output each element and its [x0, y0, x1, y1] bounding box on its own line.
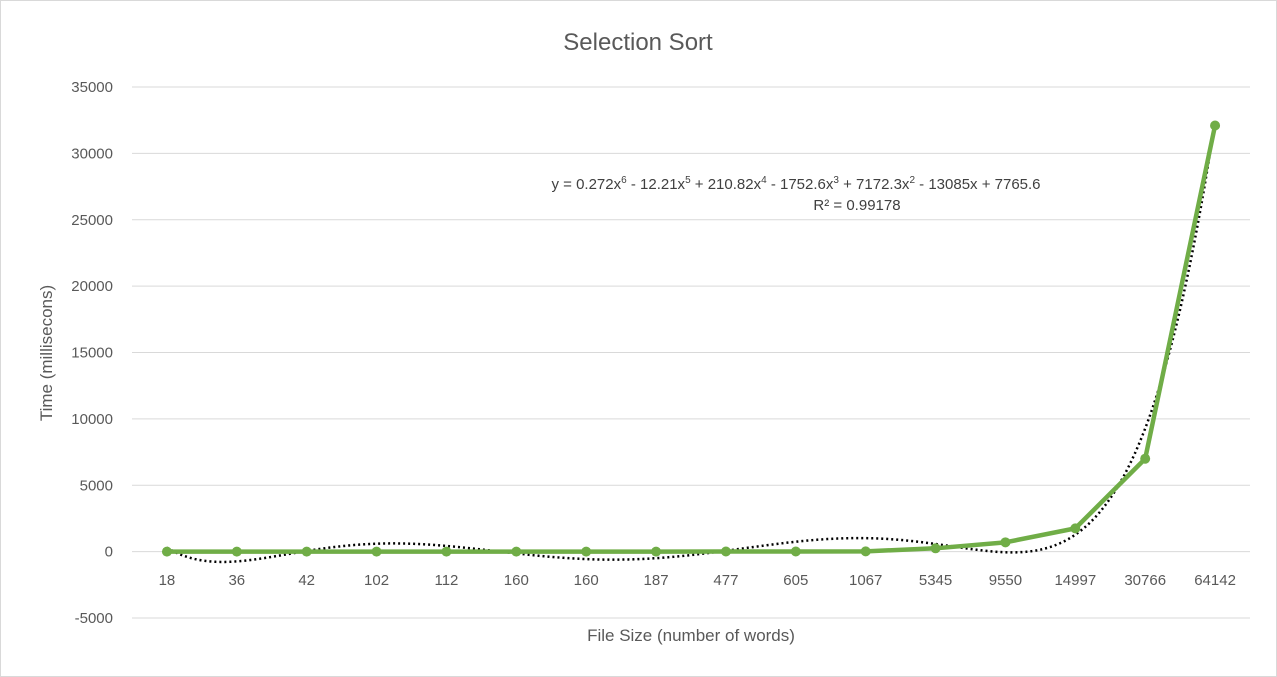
eq-exp2: 2: [909, 175, 915, 186]
x-tick-label: 112: [434, 572, 458, 589]
y-tick-label: 10000: [71, 411, 113, 428]
trendline-equation: y = 0.272x6 - 12.21x5 + 210.82x4 - 1752.…: [551, 175, 1040, 193]
x-tick-label: 42: [298, 572, 315, 589]
data-point: [1140, 453, 1151, 464]
data-point: [1000, 537, 1011, 548]
chart-title: Selection Sort: [563, 29, 713, 56]
data-point: [790, 546, 801, 557]
y-tick-label: 0: [105, 544, 113, 561]
data-point: [161, 546, 172, 557]
eq-term1: - 13085x + 7765.6: [915, 176, 1041, 193]
x-tick-label: 477: [713, 572, 738, 589]
data-point: [371, 546, 382, 557]
x-axis-ticks: 18 36 42 102 112 160 160 187 477 605 1067 5345 9550 1…: [159, 572, 1236, 589]
x-tick-label: 36: [228, 572, 245, 589]
x-tick-label: 14997: [1054, 572, 1096, 589]
eq-exp5: 5: [685, 175, 691, 186]
eq-term2: + 7172.3x: [839, 176, 910, 193]
x-tick-label: 5345: [919, 572, 952, 589]
series-markers: [161, 120, 1221, 557]
eq-term5: - 12.21x: [627, 176, 686, 193]
data-point: [1070, 523, 1081, 534]
trendline: [166, 120, 1217, 564]
eq-exp4: 4: [761, 175, 767, 186]
series-line: [164, 123, 1218, 554]
data-point: [301, 546, 312, 557]
y-axis-ticks: 35000 30000 25000 20000 15000 10000 5000 0 -5000: [71, 79, 113, 627]
eq-exp6: 6: [621, 175, 627, 186]
eq-term4: + 210.82x: [691, 176, 762, 193]
data-point: [930, 543, 941, 554]
x-tick-label: 30766: [1124, 572, 1166, 589]
eq-exp3: 3: [833, 175, 839, 186]
x-tick-label: 9550: [989, 572, 1022, 589]
gridlines: [132, 86, 1250, 619]
x-tick-label: 605: [783, 572, 808, 589]
y-tick-label: 35000: [71, 79, 113, 96]
y-tick-label: 15000: [71, 345, 113, 362]
y-tick-label: -5000: [75, 610, 113, 627]
x-tick-label: 102: [364, 572, 389, 589]
x-tick-label: 1067: [849, 572, 882, 589]
data-point: [860, 546, 871, 557]
x-axis-title: File Size (number of words): [587, 626, 795, 645]
data-point: [231, 546, 242, 557]
y-tick-label: 30000: [71, 145, 113, 162]
eq-prefix: y = 0.272x: [551, 176, 621, 193]
data-point: [581, 546, 592, 557]
data-point: [511, 546, 522, 557]
x-tick-label: 187: [644, 572, 669, 589]
y-tick-label: 25000: [71, 212, 113, 229]
data-point: [651, 546, 662, 557]
y-axis-title: Time (millisecons): [37, 285, 56, 421]
x-tick-label: 160: [504, 572, 529, 589]
x-tick-label: 18: [159, 572, 176, 589]
x-tick-label: 160: [574, 572, 599, 589]
data-point: [441, 546, 452, 557]
eq-term3: - 1752.6x: [767, 176, 834, 193]
data-point: [1210, 120, 1221, 131]
data-point: [720, 546, 731, 557]
y-tick-label: 20000: [71, 278, 113, 295]
r-squared-label: R² = 0.99178: [813, 197, 900, 214]
y-tick-label: 5000: [80, 477, 113, 494]
x-tick-label: 64142: [1194, 572, 1236, 589]
